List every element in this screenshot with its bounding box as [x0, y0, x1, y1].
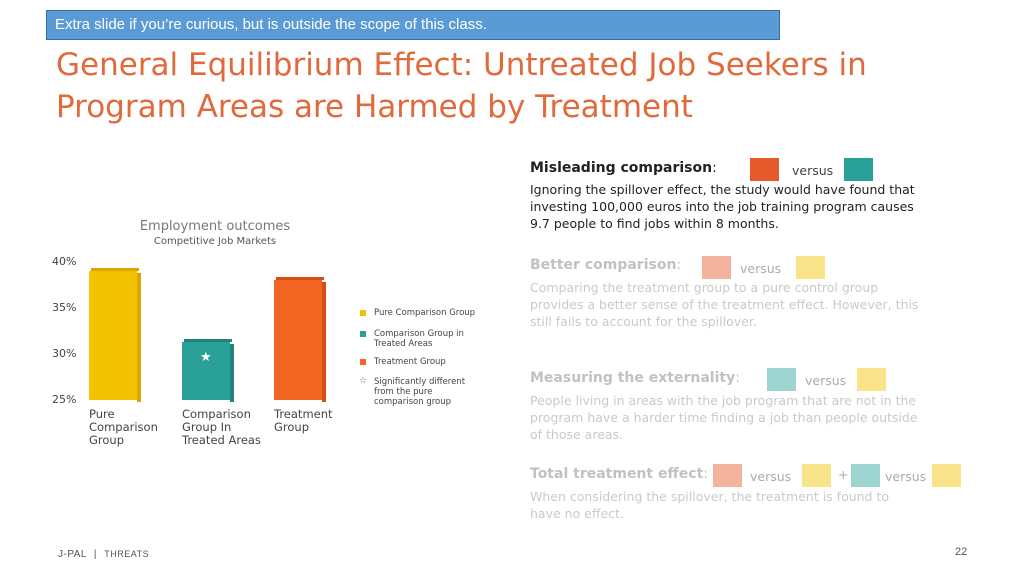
bar-top-shade [276, 277, 324, 281]
slide-title: General Equilibrium Effect: Untreated Jo… [56, 47, 867, 125]
footer-section: Threats [104, 549, 150, 559]
bar-side-shade [230, 344, 234, 402]
legend-item-pure: Pure Comparison Group [360, 308, 500, 318]
legend-item-significant: ☆ Significantly different from the pure … [359, 376, 500, 407]
section-heading: Measuring the externality [530, 370, 736, 386]
footer-separator: | [93, 549, 98, 560]
y-tick-label: 30% [52, 347, 77, 360]
section-body: People living in areas with the job prog… [530, 393, 918, 442]
footer: J-PAL | Threats [58, 549, 149, 560]
section-externality: Measuring the externality: People living… [530, 370, 920, 443]
legend-item-treatment: Treatment Group [360, 357, 500, 367]
heading-colon: : [703, 466, 709, 482]
section-total: Total treatment effect: When considering… [530, 466, 920, 522]
heading-colon: : [712, 160, 717, 176]
swatch-teal [844, 158, 873, 181]
swatch-yellow [802, 464, 831, 487]
category-label: Pure Comparison Group [89, 407, 158, 447]
bar-top-shade [91, 268, 139, 272]
bar-top-shade [184, 339, 232, 343]
legend-label: Comparison Group in Treated Areas [374, 329, 464, 349]
bar-1 [89, 268, 141, 402]
legend-swatch-yellow [360, 310, 366, 316]
swatch-yellow [932, 464, 961, 487]
section-heading: Misleading comparison [530, 160, 713, 176]
star-outline-icon: ☆ [359, 376, 368, 386]
section-body: Comparing the treatment group to a pure … [530, 280, 919, 329]
legend-label: Significantly different from the pure co… [374, 377, 466, 407]
category-label: Comparison Group In Treated Areas [182, 407, 261, 447]
versus-label: versus [792, 163, 834, 178]
chart-title: Employment outcomes [139, 219, 291, 234]
legend-item-comparison-treated: Comparison Group in Treated Areas [360, 329, 500, 349]
versus-label: versus [740, 261, 782, 276]
section-heading: Total treatment effect [530, 466, 704, 482]
versus-label: versus [885, 469, 927, 484]
legend-label: Treatment Group [374, 357, 446, 367]
heading-colon: : [735, 370, 740, 386]
swatch-yellow [857, 368, 886, 391]
category-label: Treatment Group [274, 407, 333, 434]
legend-label: Pure Comparison Group [374, 308, 476, 318]
section-misleading: Misleading comparison: Ignoring the spil… [530, 160, 920, 232]
versus-label: versus [750, 469, 792, 484]
swatch-teal [767, 368, 796, 391]
bar-side-shade [322, 282, 326, 402]
chart-subtitle: Competitive Job Markets [153, 236, 277, 247]
heading-colon: : [676, 257, 682, 273]
swatch-yellow [796, 256, 825, 279]
legend-swatch-teal [360, 331, 366, 337]
bar-2 [182, 339, 234, 402]
bar-side-shade [137, 273, 141, 402]
section-better: Better comparison: Comparing the treatme… [530, 257, 920, 330]
y-tick-label: 35% [52, 301, 77, 314]
bar-3 [274, 277, 326, 402]
scope-banner: Extra slide if you’re curious, but is ou… [46, 10, 780, 40]
swatch-orange [702, 256, 731, 279]
swatch-orange [750, 158, 779, 181]
y-tick-label: 40% [52, 255, 77, 268]
section-heading: Better comparison [530, 257, 677, 273]
plus-sign: + [838, 467, 849, 482]
significance-star-icon: ★ [200, 350, 212, 366]
section-body: When considering the spillover, the trea… [530, 489, 890, 521]
legend-swatch-orange [360, 359, 366, 365]
section-body: Ignoring the spillover effect, the study… [530, 182, 915, 231]
swatch-teal [851, 464, 880, 487]
y-tick-label: 25% [52, 393, 77, 406]
swatch-orange [713, 464, 742, 487]
page-number: 22 [955, 546, 968, 558]
versus-label: versus [805, 373, 847, 388]
footer-org: J-PAL [58, 549, 87, 560]
